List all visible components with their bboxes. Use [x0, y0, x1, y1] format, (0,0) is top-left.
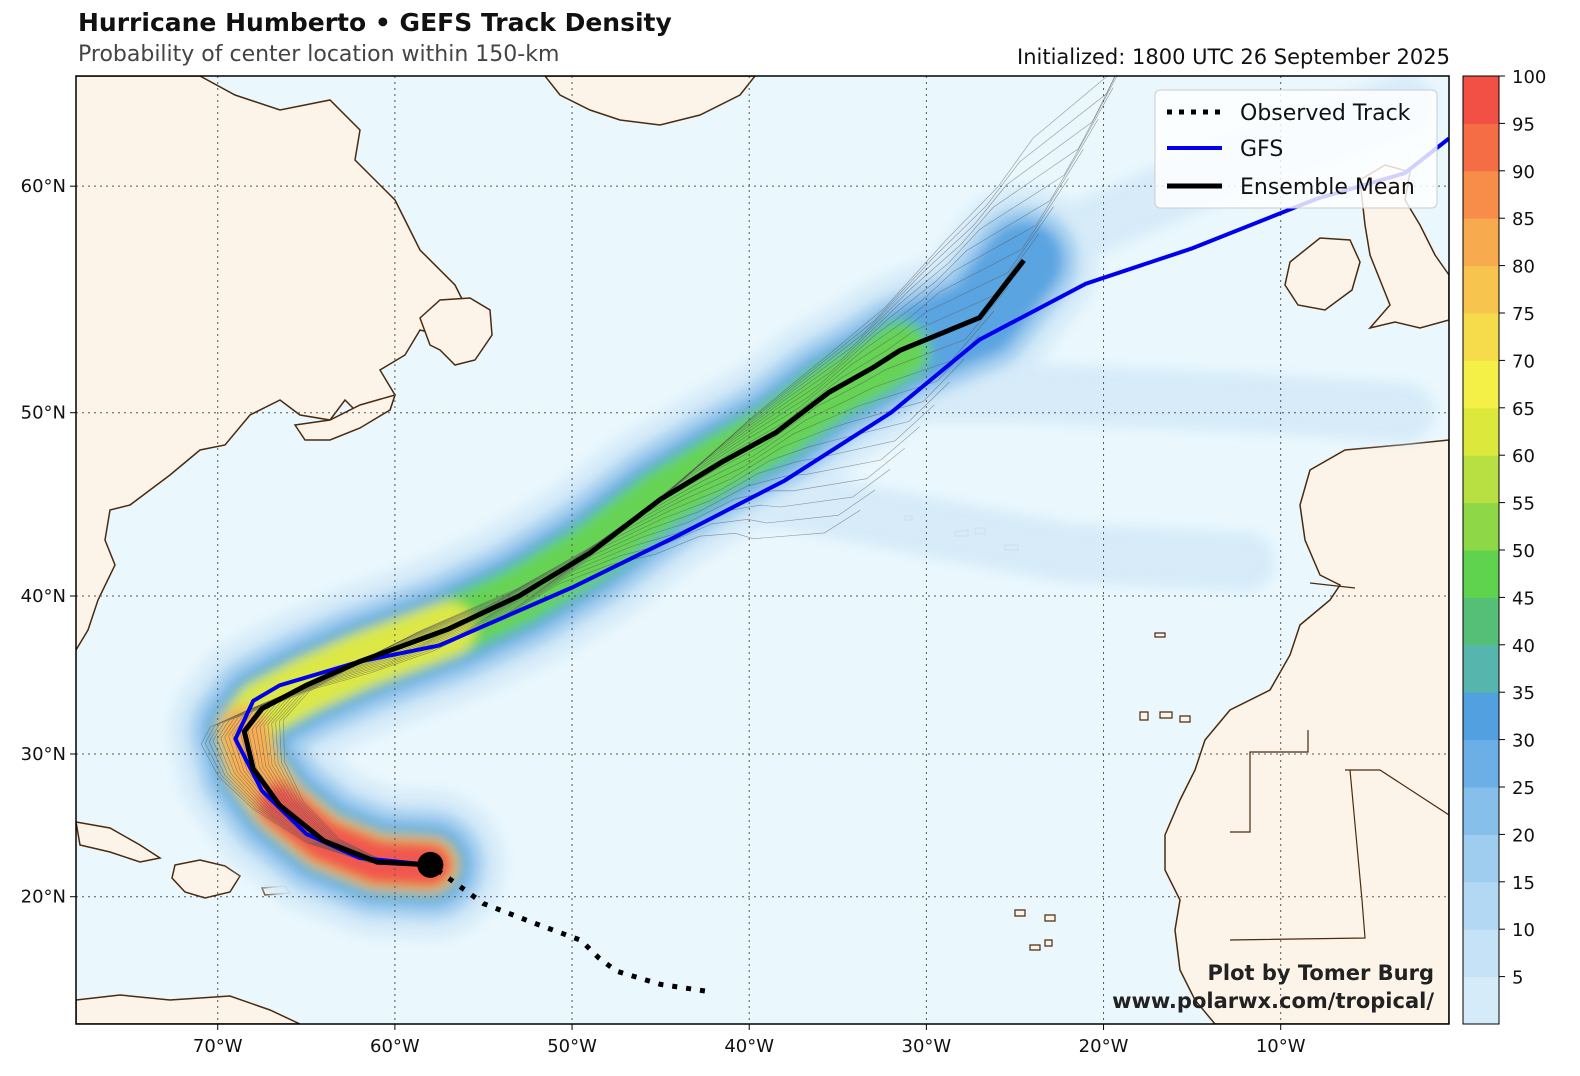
land-newfoundland: [419, 297, 493, 366]
colorbar-segment: [1463, 170, 1499, 219]
land-hispaniola: [171, 859, 242, 899]
ensemble-member-track: [200, 509, 861, 866]
colorbar-segment: [1463, 597, 1499, 646]
legend: Observed Track GFS Ensemble Mean: [1154, 89, 1438, 209]
colorbar-segment: [1463, 692, 1499, 741]
initialized-time: Initialized: 1800 UTC 26 September 2025: [1017, 45, 1450, 69]
lon-tick-label: 70°W: [193, 1036, 243, 1057]
land-cape-verde: [1014, 909, 1056, 951]
ensemble-member-track: [259, 149, 1084, 866]
colorbar-segment: [1463, 313, 1499, 361]
colorbar-segment: [1463, 834, 1499, 883]
ensemble-member-track: [228, 358, 965, 866]
land-ireland: [1284, 237, 1361, 311]
colorbar-segment: [1463, 644, 1499, 693]
credit-line-2: www.polarwx.com/tropical/: [1112, 989, 1434, 1013]
land-south-america: [76, 994, 301, 1024]
colorbar-segment: [1463, 407, 1499, 456]
colorbar-segment: [1463, 787, 1499, 835]
colorbar-segment: [1463, 265, 1499, 314]
colorbar-tick-label: 10: [1512, 920, 1535, 941]
colorbar-tick-label: 50: [1512, 541, 1535, 562]
colorbar-tick-label: 45: [1512, 588, 1535, 609]
ensemble-member-track: [208, 469, 891, 866]
colorbar-tick-label: 25: [1512, 778, 1535, 799]
map-gridlines: [76, 76, 1449, 1024]
ensemble-member-track: [255, 178, 1069, 866]
page-title: Hurricane Humberto • GEFS Track Density: [78, 8, 672, 37]
lon-tick-label: 10°W: [1256, 1036, 1306, 1057]
land-cuba: [76, 821, 162, 863]
ensemble-member-track: [275, 76, 1116, 866]
colorbar-segment: [1463, 360, 1499, 409]
colorbar-tick-label: 85: [1512, 209, 1535, 230]
ensemble-member-track: [232, 335, 980, 866]
colorbar-tick-label: 60: [1512, 446, 1535, 467]
colorbar-segment: [1463, 455, 1499, 504]
ensemble-mean-track-line: [241, 258, 1026, 868]
ensemble-member-track: [224, 381, 950, 866]
colorbar-tick-label: 95: [1512, 114, 1535, 135]
colorbar-tick-label: 75: [1512, 304, 1535, 325]
colorbar-tick-label: 5: [1512, 968, 1523, 989]
lat-tick-label: 40°N: [21, 586, 66, 607]
legend-gfs-label: GFS: [1240, 137, 1283, 162]
ensemble-member-track: [283, 76, 1108, 866]
colorbar-tick-label: 90: [1512, 162, 1535, 183]
ensemble-member-track: [279, 76, 1116, 866]
lat-tick-label: 20°N: [21, 887, 66, 908]
ensemble-member-track: [271, 76, 1118, 866]
colorbar-segment: [1463, 739, 1499, 788]
page-subtitle: Probability of center location within 15…: [78, 42, 560, 67]
longitude-tick-labels: 70°W 60°W 50°W 40°W 30°W 20°W 10°W: [193, 1024, 1306, 1057]
lon-tick-label: 40°W: [724, 1036, 774, 1057]
land-canary-islands: [1139, 632, 1191, 723]
ensemble-member-track: [204, 489, 876, 866]
land-nova-scotia: [293, 393, 397, 441]
colorbar-tick-label: 70: [1512, 351, 1535, 372]
lat-tick-label: 30°N: [21, 744, 66, 765]
land-iberia-africa: [1164, 439, 1449, 1024]
colorbar-segment: [1463, 218, 1499, 267]
colorbar-tick-label: 15: [1512, 873, 1535, 894]
ensemble-member-track: [267, 87, 1114, 866]
land-borders: [1229, 582, 1449, 941]
colorbar-tick-label: 80: [1512, 257, 1535, 278]
colorbar-tick-label: 20: [1512, 825, 1535, 846]
legend-observed-label: Observed Track: [1240, 101, 1411, 126]
colorbar-frame: [1462, 75, 1500, 1025]
land-greenland: [544, 76, 756, 126]
latitude-tick-labels: 20°N 30°N 40°N 50°N 60°N: [21, 176, 76, 908]
colorbar-tick-label: 30: [1512, 731, 1535, 752]
colorbar-segment: [1463, 502, 1499, 551]
colorbar-segment: [1463, 881, 1499, 930]
colorbar: 5 10 15 20 25 30 35 40 45 50 55 60 65 70 75 80 85 90 95 100: [1463, 67, 1546, 1025]
legend-mean-label: Ensemble Mean: [1240, 175, 1415, 200]
ensemble-member-track: [263, 118, 1099, 866]
map-frame: [75, 75, 1450, 1025]
colorbar-tick-label: 65: [1512, 399, 1535, 420]
colorbar-segment: [1463, 550, 1499, 598]
credit-line-1: Plot by Tomer Burg: [1208, 961, 1435, 985]
ensemble-member-track: [220, 404, 935, 866]
colorbar-tick-label: 35: [1512, 683, 1535, 704]
colorbar-tick-label: 40: [1512, 636, 1535, 657]
colorbar-tick-label: 55: [1512, 494, 1535, 515]
colorbar-tick-label: 100: [1512, 67, 1546, 88]
lon-tick-label: 20°W: [1079, 1036, 1129, 1057]
ensemble-member-track: [216, 426, 920, 866]
colorbar-segment: [1463, 123, 1499, 172]
lon-tick-label: 60°W: [370, 1036, 420, 1057]
lat-tick-label: 60°N: [21, 176, 66, 197]
legend-box: [1154, 89, 1438, 209]
lat-tick-label: 50°N: [21, 403, 66, 424]
colorbar-segment: [1463, 976, 1499, 1025]
storm-position-marker: [417, 851, 444, 878]
colorbar-segment: [1463, 76, 1499, 124]
lon-tick-label: 50°W: [547, 1036, 597, 1057]
gfs-track-line: [233, 136, 1449, 867]
colorbar-segment: [1463, 929, 1499, 978]
lon-tick-label: 30°W: [902, 1036, 952, 1057]
